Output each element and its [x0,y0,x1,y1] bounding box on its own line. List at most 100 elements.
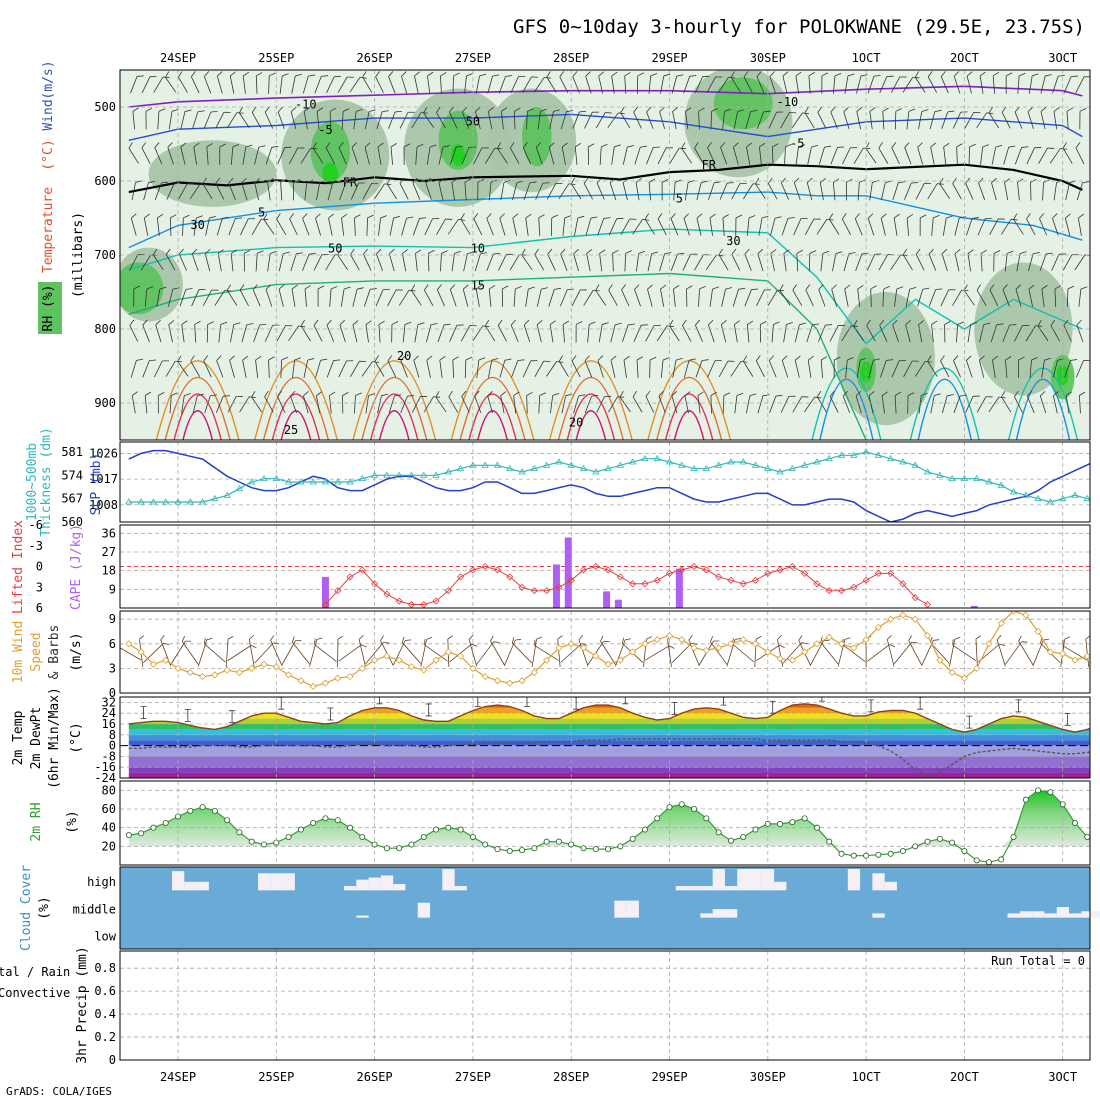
wind-barb-flag [1063,319,1069,326]
wind-barb-flag [270,251,277,254]
wind-barb [169,392,178,414]
wind-barb [353,108,363,130]
wind-barb-flag [850,147,858,149]
wind-barb-staff [771,324,774,343]
contour-label: 5 [676,191,683,205]
wind-barb-flag [479,73,487,77]
wind-barb-staff [364,147,370,165]
wind-speed-marker [936,656,944,664]
wind-barb-staff [832,75,836,94]
wind-barb [845,357,854,378]
rh-marker [727,837,734,844]
wind10m-barb-flag [251,645,257,649]
wind10m-barb [365,641,390,664]
wind10m-barb [424,639,448,662]
wind-barb [388,394,402,414]
wind-barb [423,106,435,128]
wind-barb-staff [415,146,418,165]
wind-barb-flag [1010,218,1018,221]
rh-marker [605,846,612,853]
wind-barb [914,71,926,93]
wind-barb [672,107,679,130]
date-tick-top: 29SEP [651,51,687,65]
wind-barb-staff [597,360,604,378]
wind-barb-staff [1002,289,1010,307]
wind-barb [1076,319,1084,343]
wind-barb [391,321,399,343]
rh-marker [912,843,919,850]
wind-barb [243,249,251,272]
wind-barb-staff [939,183,951,200]
lifted-index-marker [788,562,796,571]
wind-barb-flag [416,143,424,148]
thickness-marker [125,498,133,505]
rh-region [713,77,773,130]
wind-barb-flag [1066,391,1073,396]
wind-barb-staff [1014,396,1023,413]
wind-barb [206,143,213,165]
wind-barb [561,142,568,165]
wind-barb [312,142,324,164]
wind10m-barb-flag [337,635,344,640]
wind-barb [804,106,815,129]
wind-barb [403,143,411,165]
cloud-bar [184,881,197,891]
wind-speed-marker [162,656,170,664]
wind-barb-flag [649,356,657,361]
wind-barb-staff [792,396,803,413]
wind-barb-flag [933,215,940,219]
wind10m-barb [143,642,170,664]
thickness-marker [825,454,833,462]
pressure-tick: 600 [94,174,116,188]
wind-barb-flag [878,142,883,149]
wind-barb-staff [1026,147,1035,165]
wind-barb-flag [430,322,438,326]
wind-barb-staff [624,253,627,272]
wind-barb-staff [314,76,322,94]
wind-barb-staff [758,217,763,236]
wind-barb [1040,106,1047,130]
wind-barb [254,178,261,201]
wind-barb-staff [976,112,987,129]
wind-barb-staff [144,395,148,414]
wind-barb-flag [699,285,706,290]
wind-speed-marker [641,640,649,648]
wind-barb [157,392,165,414]
wind-barb-staff [1039,218,1048,236]
wind10m-barb [225,636,234,667]
wind-barb [1050,319,1061,342]
wind-barb-staff [772,146,774,165]
wind-barb-staff [312,148,324,164]
wind10m-barb-flag [160,635,165,641]
wind-barb [192,110,205,130]
wind-barb-flag [834,356,841,361]
wind-barb [562,320,570,343]
wind-barb-flag [368,393,375,396]
lifted-index-marker [604,566,612,574]
wind-barb [534,248,545,271]
rh-marker [138,830,145,837]
wind10m-barb [810,639,830,666]
wind-barb-staff [427,75,431,94]
wind-barb-flag [144,213,150,219]
wind10m-barb-flag [227,636,234,640]
wind-barb-staff [841,325,852,342]
wind-barb-staff [882,288,885,307]
wind-barb [377,142,384,165]
wind-barb-flag [918,320,925,325]
wind-barb-staff [424,289,434,307]
wind-barb-flag [737,109,745,112]
wind-barb-flag [370,288,377,290]
precip-tick: 0 [109,1053,116,1067]
wind10m-barb-flag [405,639,412,641]
isotherm-arc [155,360,240,440]
wind-barb [611,71,618,94]
wind-barb-flag [233,322,241,325]
wind-barb [792,284,803,306]
wind10m-barb-staff [667,639,672,667]
wind-barb-staff [830,147,838,165]
wind-barb-staff [817,112,827,129]
wind-speed-marker [837,640,846,648]
cloud-bar [380,875,394,891]
wind-barb-flag [235,217,243,219]
